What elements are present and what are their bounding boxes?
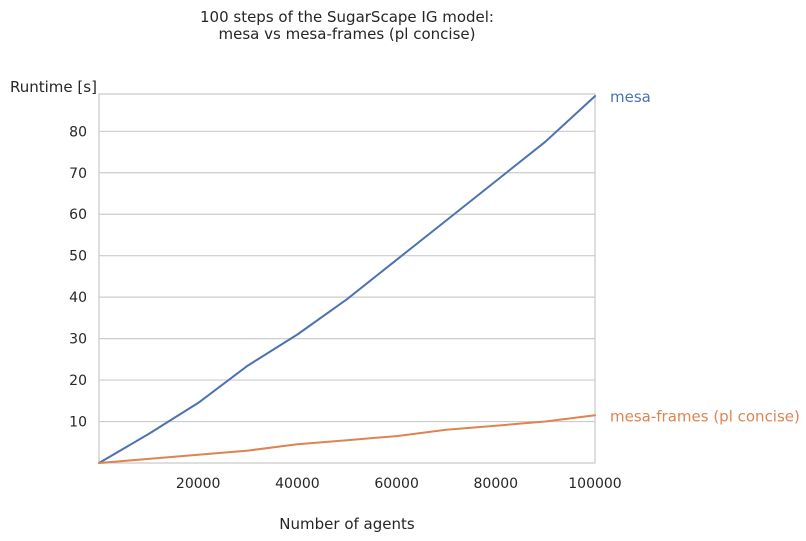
x-tick-label: 100000 [568, 476, 621, 492]
y-axis-ticks: 10 20 30 40 50 60 70 80 [69, 124, 87, 430]
x-tick-label: 80000 [474, 476, 519, 492]
x-tick-label: 20000 [176, 476, 221, 492]
y-axis-label: Runtime [s] [10, 78, 97, 96]
x-tick-label: 40000 [275, 476, 320, 492]
grid-lines [99, 130, 595, 423]
series-labels: mesa mesa-frames (pl concise) [610, 88, 800, 425]
series-label-1: mesa-frames (pl concise) [610, 407, 800, 425]
y-tick-label: 40 [69, 290, 87, 306]
x-axis-label: Number of agents [279, 515, 415, 533]
y-tick-label: 30 [69, 332, 87, 348]
series-line-0 [98, 95, 596, 464]
series-line-1 [98, 414, 596, 464]
y-tick-label: 20 [69, 373, 87, 389]
y-tick-label: 80 [69, 124, 87, 140]
plot-frame [98, 93, 596, 464]
y-tick-label: 10 [69, 415, 87, 431]
y-tick-label: 60 [69, 207, 87, 223]
x-tick-label: 60000 [374, 476, 419, 492]
x-axis-ticks: 20000 40000 60000 80000 100000 [176, 476, 622, 492]
series-lines [98, 95, 596, 464]
series-label-0: mesa [610, 88, 651, 106]
chart-title: 100 steps of the SugarScape IG model: [200, 8, 494, 26]
y-tick-label: 50 [69, 249, 87, 265]
chart-subtitle: mesa vs mesa-frames (pl concise) [219, 25, 476, 43]
y-tick-label: 70 [69, 166, 87, 182]
